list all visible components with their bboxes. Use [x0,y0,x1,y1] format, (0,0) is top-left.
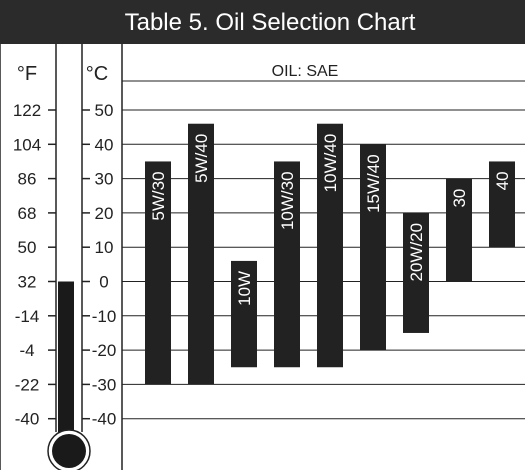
title-banner: Table 5. Oil Selection Chart [0,0,525,44]
oil-bar [446,178,472,282]
oil-bar [403,212,429,333]
oil-bar-label: 15W/40 [364,154,383,213]
oil-bar-label: 30 [450,189,469,208]
title-background [0,0,525,44]
oil-bar [231,260,257,368]
oil-header: OIL: SAE [272,63,339,80]
oil-bar-label: 5W/40 [192,134,211,183]
oil-bar-label: 5W/30 [149,171,168,220]
thermometer-icon [47,44,91,470]
thermometer-mercury [58,281,74,445]
fahrenheit-header: °F [17,63,37,85]
celsius-tick-label: -10 [92,307,117,326]
oil-bar-label: 10W [235,271,254,306]
celsius-tick-label: 0 [99,273,108,292]
fahrenheit-tick-label: 86 [18,170,37,189]
celsius-tick-label: 50 [95,101,114,120]
celsius-scale: 50 40 30 20 10 0 -10 -20 -30 -40 [82,101,116,429]
thermometer-bulb [52,434,86,468]
oil-bar-label: 40 [493,171,512,190]
fahrenheit-tick-label: -22 [15,375,40,394]
fahrenheit-tick-label: -4 [19,341,34,360]
fahrenheit-tick-label: 104 [13,135,41,154]
celsius-tick-label: -20 [92,341,117,360]
celsius-tick-label: 10 [95,238,114,257]
celsius-tick-label: 40 [95,135,114,154]
celsius-tick-label: -30 [92,375,117,394]
fahrenheit-tick-label: 50 [18,238,37,257]
fahrenheit-scale: 122 104 86 68 50 32 -14 -4 -22 -40 [13,101,56,429]
oil-bar [317,123,343,368]
celsius-header: °C [86,63,108,85]
celsius-tick-label: -40 [92,410,117,429]
fahrenheit-tick-label: 68 [18,204,37,223]
oil-bar-label: 10W/30 [278,171,297,230]
celsius-tick-label: 30 [95,170,114,189]
oil-bar [145,161,171,385]
oil-bar [489,161,515,248]
celsius-tick-label: 20 [95,204,114,223]
fahrenheit-tick-label: 122 [13,101,41,120]
fahrenheit-tick-label: -14 [15,307,40,326]
oil-bar [360,144,386,351]
oil-bar-label: 20W/20 [407,223,426,282]
fahrenheit-tick-label: 32 [18,273,37,292]
oil-bar [188,123,214,385]
oil-bar-label: 10W/40 [321,134,340,193]
fahrenheit-tick-label: -40 [15,410,40,429]
chart-title: Table 5. Oil Selection Chart [125,9,416,36]
oil-bars: 5W/30 5W/40 10W 10W/30 10W/40 15W/40 20W/20 30 4… [145,123,515,385]
oil-bar [274,161,300,368]
